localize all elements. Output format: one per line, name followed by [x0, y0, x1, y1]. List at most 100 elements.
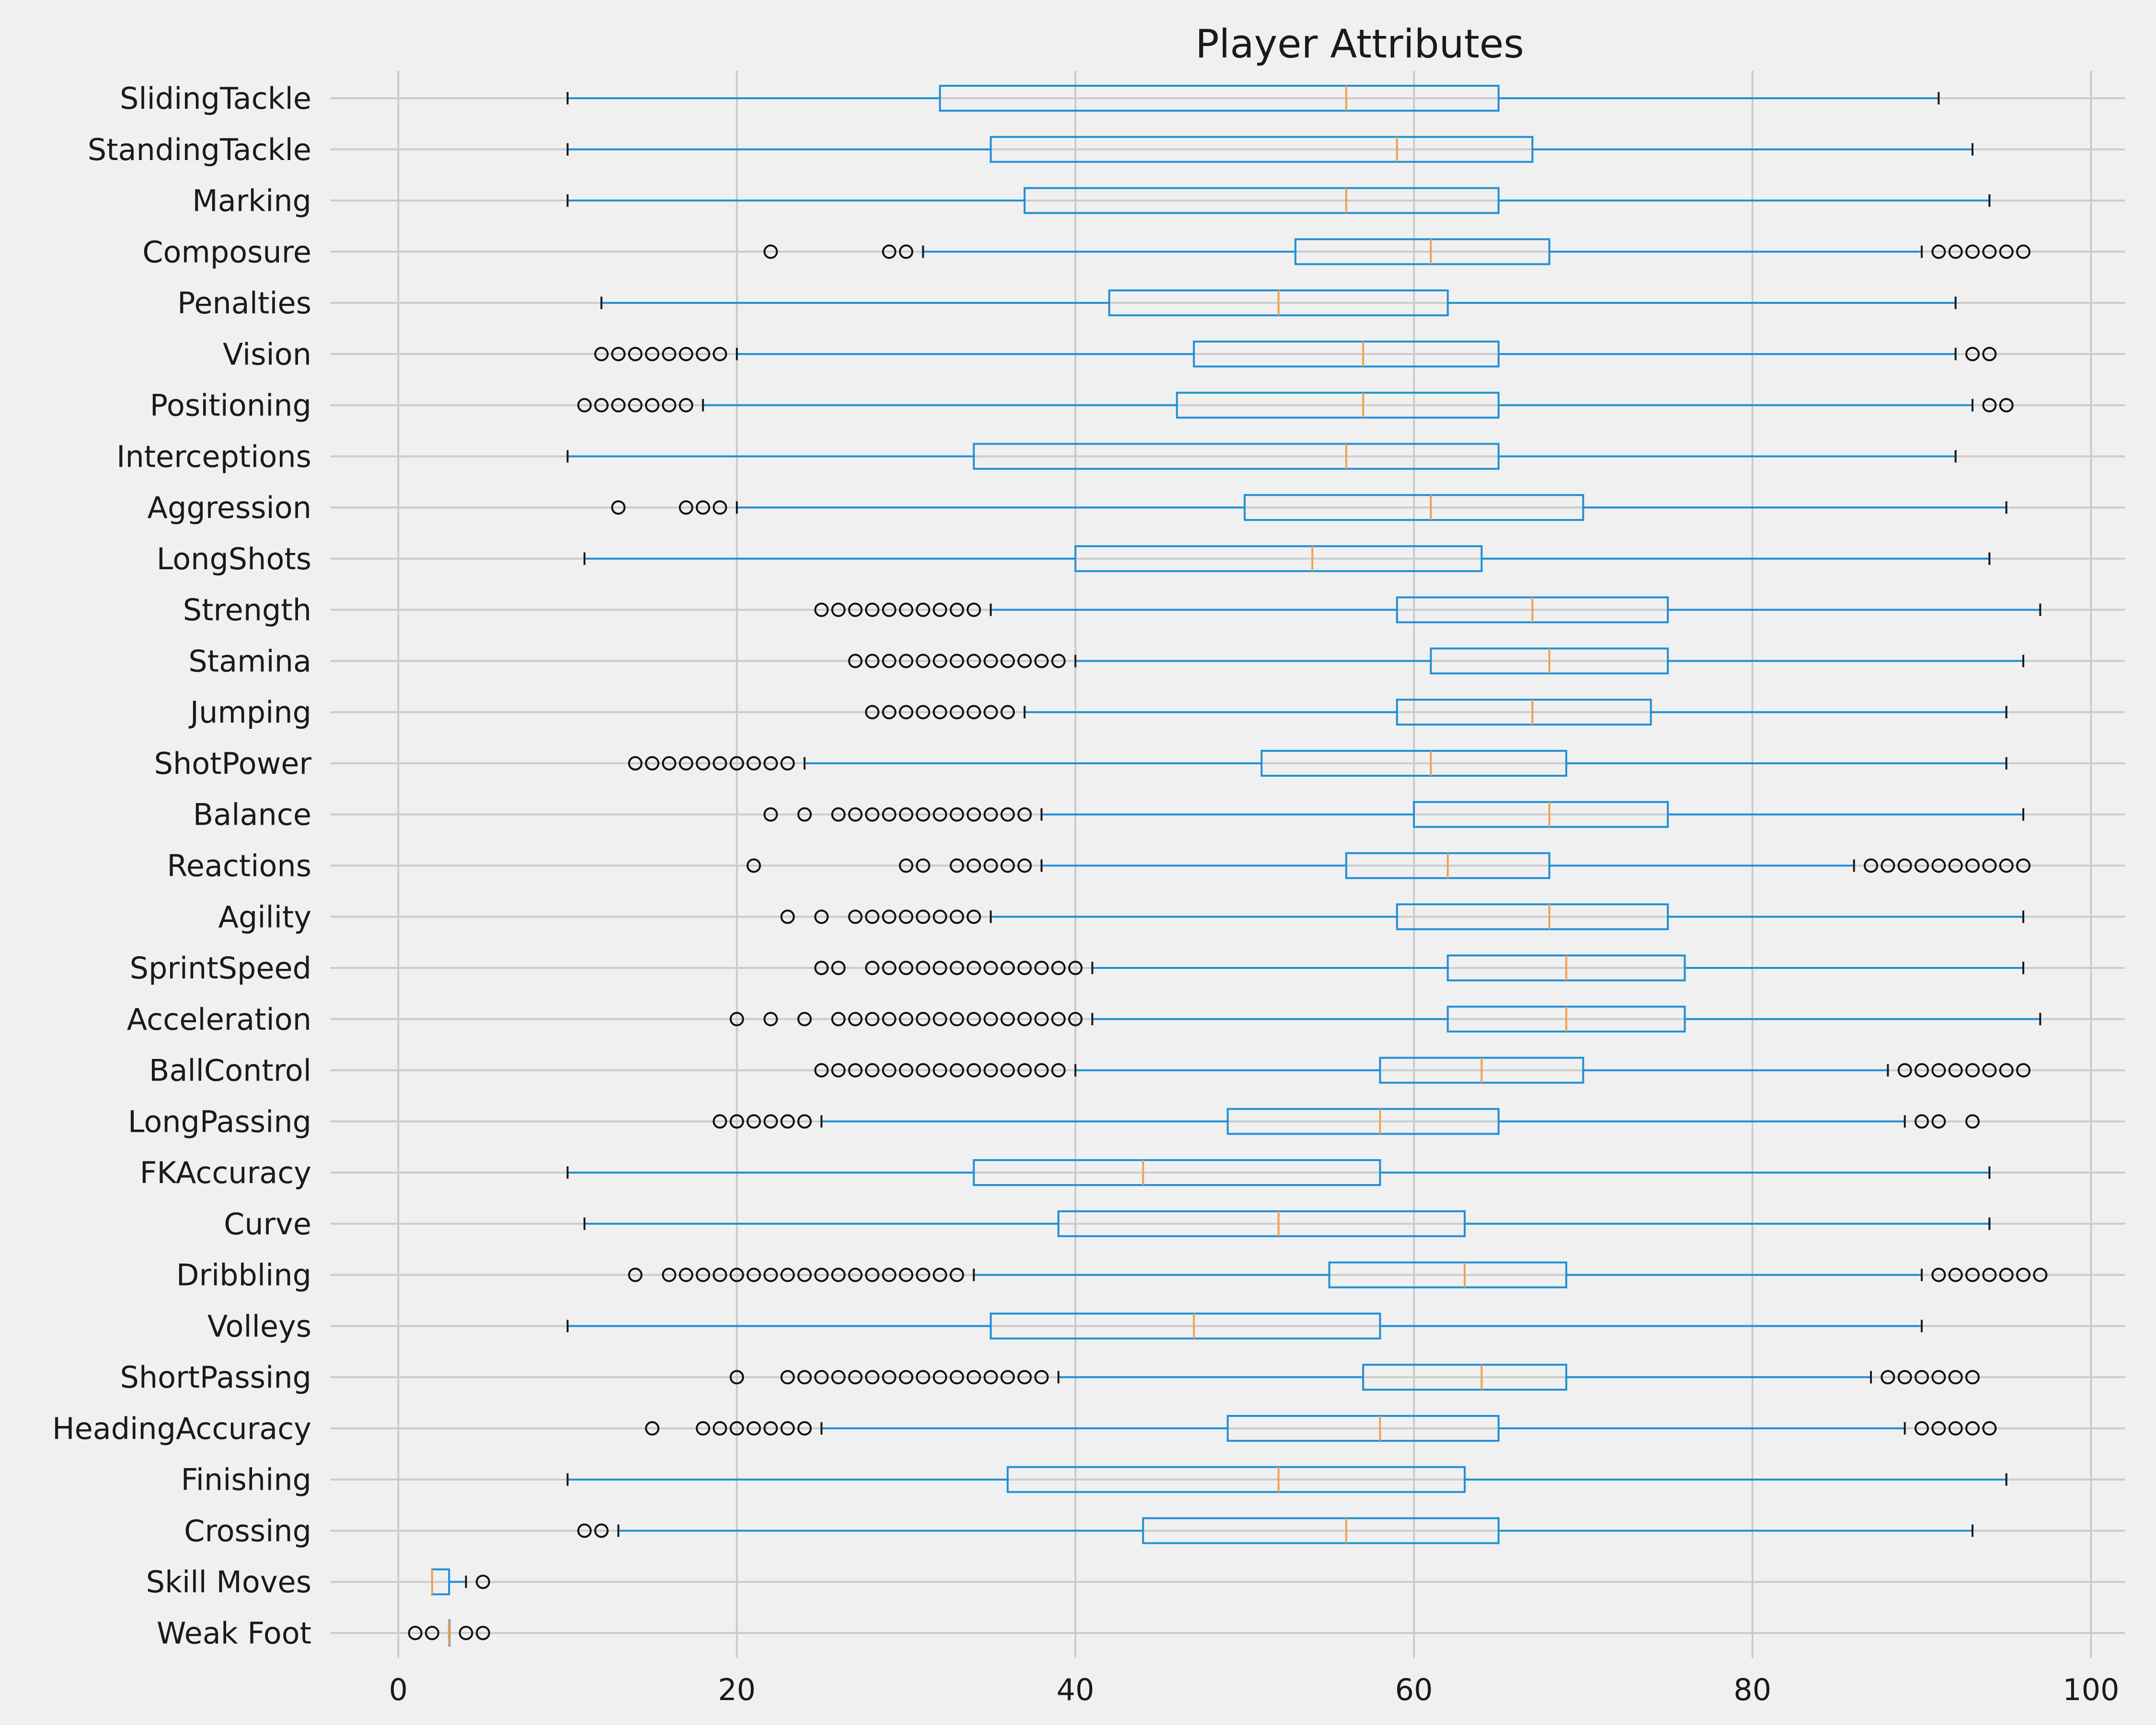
outlier-point	[899, 705, 914, 720]
outlier-point	[1034, 1012, 1049, 1026]
outlier-point	[1965, 244, 1980, 259]
outlier-point	[1017, 961, 1032, 976]
outlier-point	[916, 1063, 930, 1078]
outlier-point	[628, 1267, 642, 1282]
outlier-point	[1915, 1370, 1929, 1385]
outlier-point	[983, 858, 998, 873]
outlier-point	[932, 1063, 947, 1078]
outlier-point	[1017, 858, 1032, 873]
outlier-point	[780, 1421, 795, 1436]
outlier-point	[1948, 244, 1963, 259]
outlier-point	[424, 1626, 439, 1640]
outlier-point	[1999, 244, 2014, 259]
iqr-box	[1074, 545, 1483, 572]
boxplot-reactions	[746, 852, 2031, 879]
outlier-point	[628, 346, 642, 361]
outlier-point	[848, 1370, 863, 1385]
outlier-point	[1034, 1063, 1049, 1078]
outlier-point	[1982, 244, 1997, 259]
y-tick-label: Volleys	[207, 1309, 311, 1344]
iqr-box	[1413, 801, 1669, 828]
outlier-point	[916, 858, 930, 873]
outlier-point	[848, 1063, 863, 1078]
outlier-point	[1915, 1063, 1929, 1078]
outlier-point	[1948, 858, 1963, 873]
y-tick-label: Stamina	[188, 644, 311, 678]
y-tick-label: BallControl	[149, 1053, 311, 1088]
outlier-point	[916, 654, 930, 668]
outlier-point	[577, 1523, 592, 1538]
outlier-point	[2016, 858, 2031, 873]
outlier-point	[983, 654, 998, 668]
outlier-point	[712, 1267, 727, 1282]
outlier-point	[746, 756, 761, 770]
outlier-point	[899, 244, 914, 259]
outlier-point	[882, 1012, 896, 1026]
outlier-point	[746, 1267, 761, 1282]
outlier-point	[899, 602, 914, 617]
outlier-point	[916, 705, 930, 720]
outlier-point	[899, 1063, 914, 1078]
boxplot-agility	[780, 903, 2025, 931]
x-tick-label: 100	[2063, 1672, 2119, 1707]
x-tick-label: 20	[718, 1672, 756, 1707]
outlier-point	[1000, 1370, 1015, 1385]
outlier-point	[763, 756, 778, 770]
outlier-point	[797, 1370, 812, 1385]
outlier-point	[983, 1370, 998, 1385]
iqr-box	[1193, 340, 1500, 368]
outlier-point	[1017, 1063, 1032, 1078]
outlier-point	[932, 602, 947, 617]
iqr-box	[939, 85, 1500, 112]
outlier-point	[1982, 1421, 1997, 1436]
outlier-point	[865, 1063, 880, 1078]
outlier-point	[611, 398, 626, 413]
outlier-point	[848, 654, 863, 668]
outlier-point	[1999, 858, 2014, 873]
y-tick-label: FKAccuracy	[140, 1155, 311, 1190]
boxplot-interceptions	[566, 443, 1957, 470]
iqr-box	[1007, 1466, 1466, 1493]
boxplot-skill-moves	[431, 1568, 490, 1596]
outlier-point	[899, 654, 914, 668]
outlier-point	[475, 1626, 490, 1640]
outlier-point	[1000, 1012, 1015, 1026]
boxplot-longpassing	[712, 1108, 1980, 1135]
outlier-point	[966, 1370, 981, 1385]
chart-title: Player Attributes	[1195, 22, 1524, 67]
iqr-box	[989, 1312, 1381, 1340]
outlier-point	[831, 1063, 846, 1078]
outlier-point	[696, 500, 711, 515]
outlier-point	[1965, 1114, 1980, 1129]
outlier-point	[814, 961, 829, 976]
outlier-point	[814, 1370, 829, 1385]
y-tick-labels: SlidingTackle StandingTackle Marking Compos…	[52, 81, 312, 1651]
outlier-point	[882, 602, 896, 617]
outlier-point	[611, 346, 626, 361]
outlier-point	[1000, 858, 1015, 873]
y-tick-label: ShotPower	[154, 746, 312, 781]
y-tick-label: Jumping	[188, 695, 311, 730]
outlier-point	[831, 602, 846, 617]
outlier-point	[966, 909, 981, 924]
outlier-point	[797, 1114, 812, 1129]
outlier-point	[746, 1421, 761, 1436]
outlier-point	[1965, 1370, 1980, 1385]
outlier-point	[797, 1267, 812, 1282]
outlier-point	[1999, 398, 2014, 413]
outlier-point	[780, 909, 795, 924]
outlier-point	[645, 346, 660, 361]
iqr-box	[1396, 903, 1669, 931]
outlier-point	[882, 961, 896, 976]
outlier-point	[950, 858, 964, 873]
outlier-point	[950, 1267, 964, 1282]
outlier-point	[712, 1421, 727, 1436]
outlier-point	[966, 858, 981, 873]
iqr-box	[1023, 187, 1500, 214]
outlier-point	[678, 756, 693, 770]
outlier-point	[628, 756, 642, 770]
outlier-point	[966, 654, 981, 668]
x-tick-label: 40	[1056, 1672, 1094, 1707]
outlier-point	[899, 1370, 914, 1385]
outlier-point	[729, 1421, 744, 1436]
